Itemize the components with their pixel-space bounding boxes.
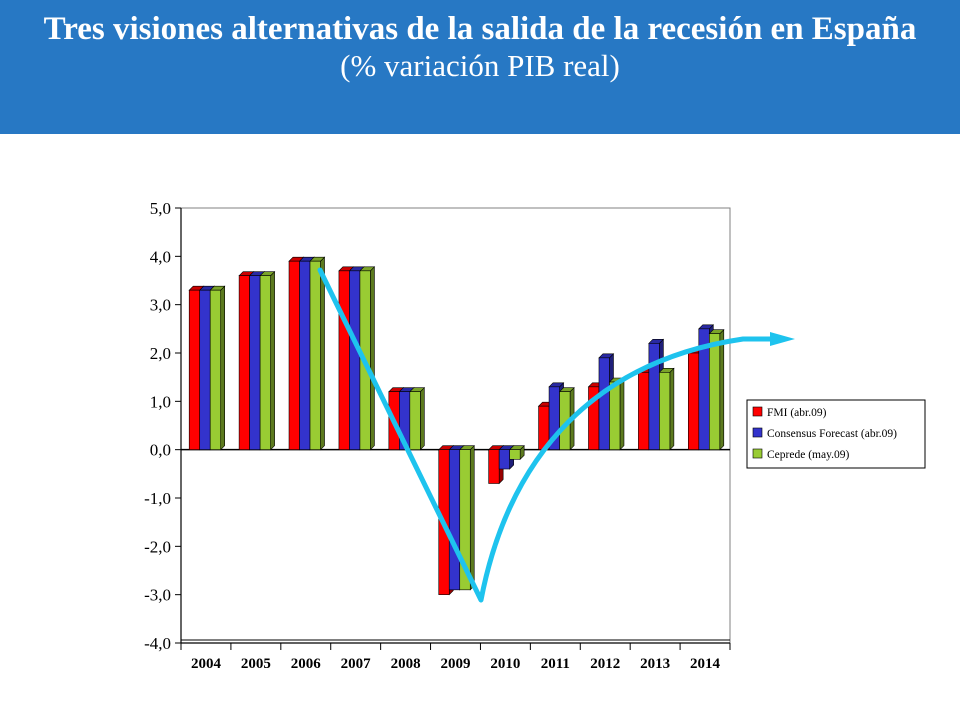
y-tick-label: 3,0 <box>150 296 171 315</box>
bar-front <box>459 449 471 591</box>
bar-front <box>659 372 671 450</box>
legend-label-3: Ceprede (may.09) <box>767 449 849 461</box>
bar-2011-3 <box>558 386 575 451</box>
bar-side <box>669 367 675 451</box>
bar-2009-3 <box>459 444 475 591</box>
y-tick-label: -2,0 <box>144 537 171 556</box>
legend-swatch-3 <box>752 448 763 459</box>
recovery-arrow <box>317 267 795 603</box>
bar-2013-3 <box>658 367 675 451</box>
y-tick-label: 0,0 <box>150 441 171 460</box>
bar-front <box>338 270 350 450</box>
y-tick-label: -3,0 <box>144 586 171 605</box>
bar-front <box>488 449 500 484</box>
bar-front <box>249 275 261 450</box>
x-tick-label: 2007 <box>341 656 372 672</box>
bar-front <box>708 333 721 450</box>
legend-swatch-2 <box>752 427 763 438</box>
x-tick-label: 2011 <box>541 656 570 672</box>
x-tick-label: 2006 <box>291 656 322 672</box>
page-subtitle: (% variación PIB real) <box>340 48 620 83</box>
y-axis-ticks: 5,0 4,0 3,0 2,0 1,0 0,0 -1,0 -2,0 -3,0 -4,0 <box>144 199 181 653</box>
bar-front <box>409 391 421 450</box>
bar-side <box>320 256 325 451</box>
bar-front <box>188 289 201 450</box>
bar-2010-3 <box>508 444 525 461</box>
bar-front <box>349 270 361 450</box>
bar-2006-3 <box>309 256 326 451</box>
y-tick-label: 2,0 <box>150 344 171 363</box>
bar-front <box>609 381 621 450</box>
bar-front <box>209 289 222 450</box>
bar-front <box>309 260 321 450</box>
y-tick-label: 4,0 <box>150 247 171 266</box>
recovery-arrow-head <box>770 332 795 346</box>
bar-2014-3 <box>708 328 725 451</box>
bar-side <box>420 386 425 451</box>
recovery-arrow-path <box>317 267 775 603</box>
bar-front <box>238 275 250 450</box>
bar-side <box>619 377 625 451</box>
y-tick-label: -4,0 <box>144 634 171 653</box>
bar-front <box>288 260 300 450</box>
x-axis-ticks: 2004 2005 2006 2007 2008 2009 2010 2011 2012 2013… <box>180 643 731 672</box>
bar-side <box>270 270 275 451</box>
page-title: Tres visiones alternativas de la salida … <box>43 11 917 47</box>
x-tick-label: 2014 <box>690 656 721 672</box>
x-tick-label: 2010 <box>490 656 520 672</box>
bar-front <box>638 372 650 450</box>
x-tick-label: 2005 <box>241 656 271 672</box>
bar-front <box>259 275 271 450</box>
bar-front <box>199 289 211 450</box>
x-tick-label: 2009 <box>441 656 471 672</box>
legend-box <box>746 399 926 469</box>
y-tick-label: 1,0 <box>150 392 171 411</box>
legend-swatch-1 <box>752 406 763 417</box>
x-tick-label: 2013 <box>640 656 670 672</box>
bar-side <box>370 266 375 451</box>
bar-side <box>469 444 475 591</box>
header-banner: Tres visiones alternativas de la salida … <box>0 0 960 134</box>
bar-2004-3 <box>209 285 226 451</box>
y-tick-label: 5,0 <box>150 199 171 218</box>
bar-front <box>598 357 610 450</box>
bar-2008-3 <box>409 386 426 451</box>
legend-label-2: Consensus Forecast (abr.09) <box>767 428 897 440</box>
bar-side <box>719 328 725 451</box>
bar-front <box>498 449 510 470</box>
legend-label-1: FMI (abr.09) <box>767 407 827 419</box>
y-tick-label: -1,0 <box>144 489 171 508</box>
x-tick-label: 2008 <box>391 656 421 672</box>
bar-front <box>648 343 660 450</box>
x-tick-label: 2004 <box>191 656 222 672</box>
bar-front <box>448 449 461 591</box>
bar-front <box>687 352 700 450</box>
bar-front <box>299 260 311 450</box>
bar-side <box>220 285 226 451</box>
legend: FMI (abr.09) Consensus Forecast (abr.09) C… <box>746 399 926 469</box>
x-tick-label: 2012 <box>590 656 620 672</box>
bar-front <box>509 449 521 460</box>
bar-2005-3 <box>259 270 276 451</box>
